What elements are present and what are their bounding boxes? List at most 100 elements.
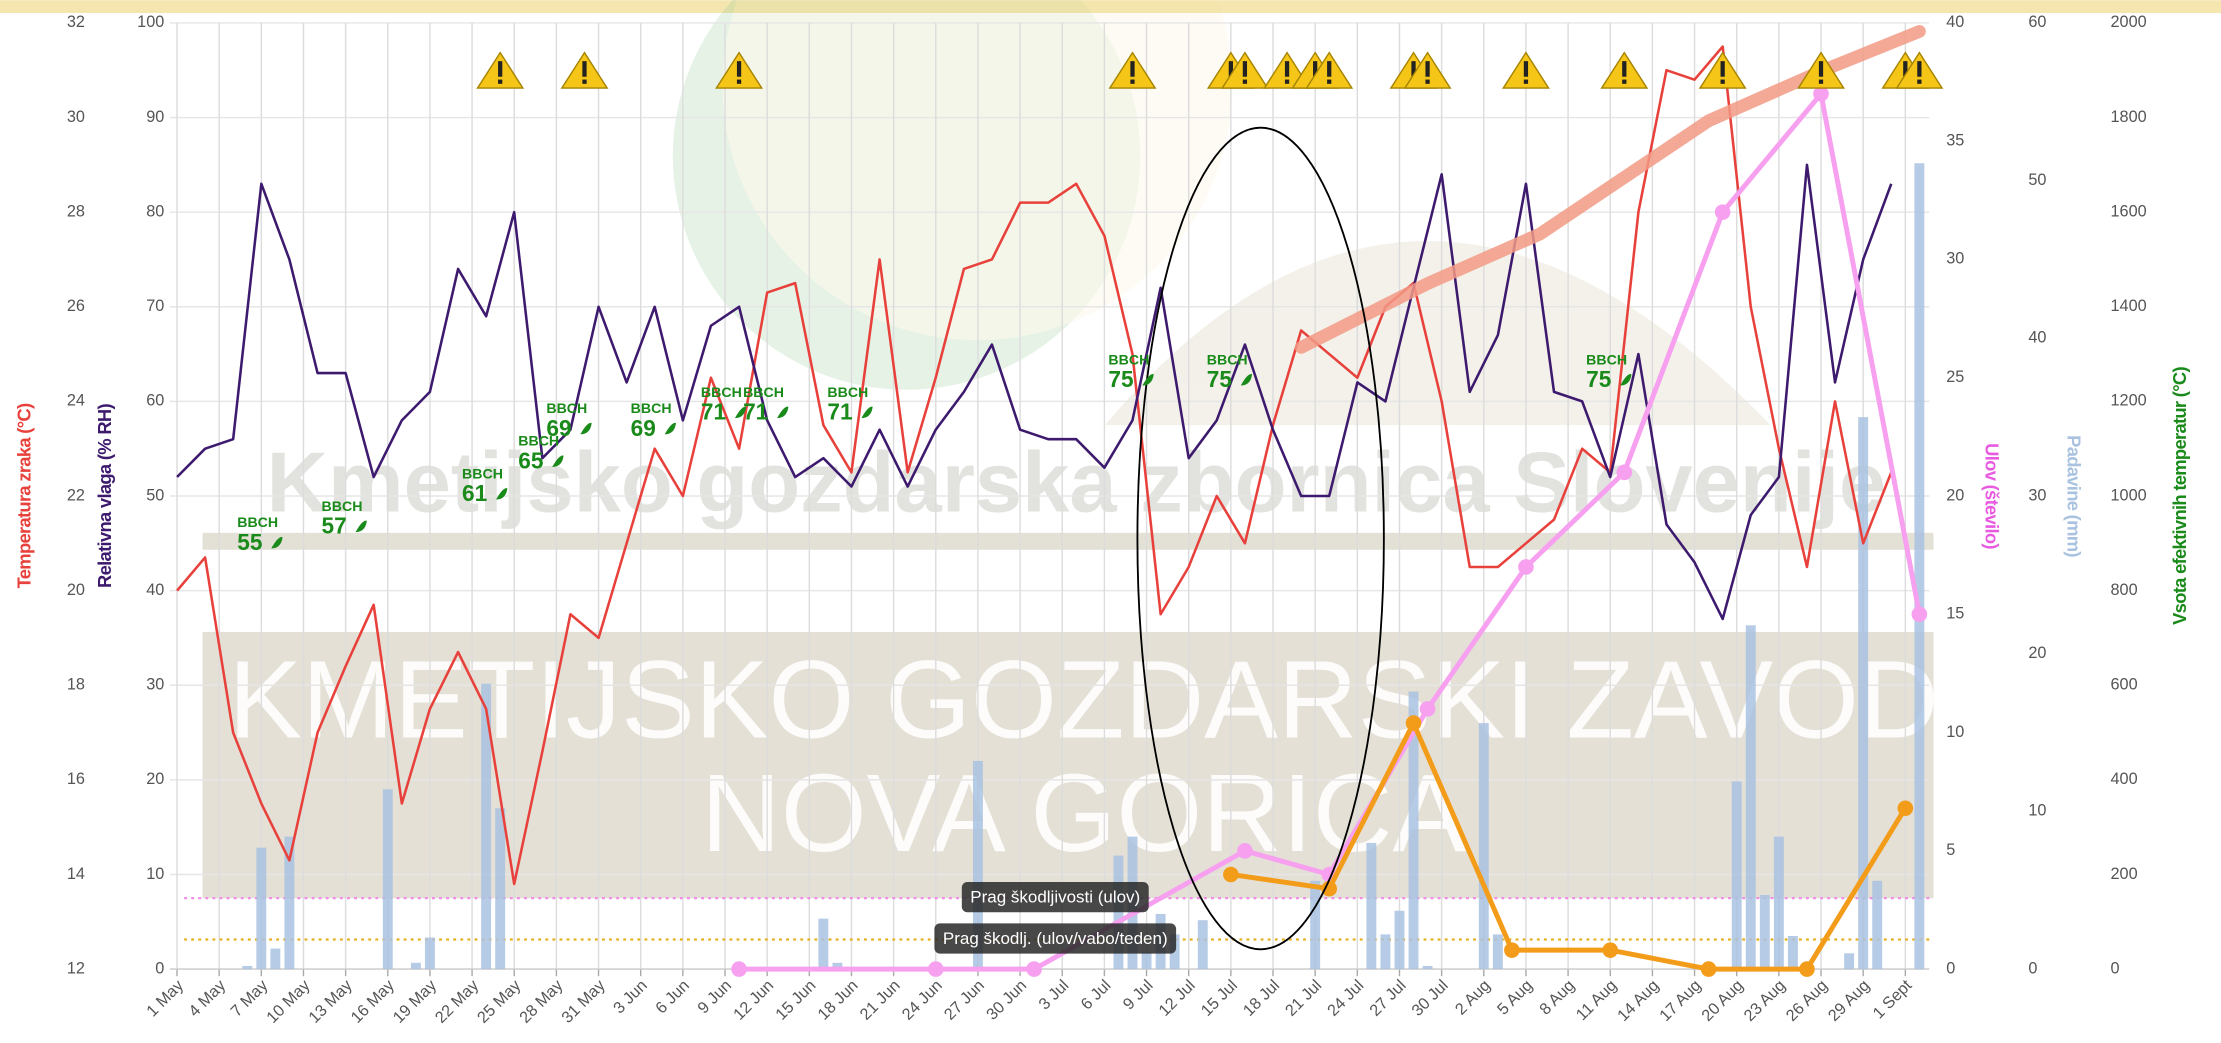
chart: Kmetijsko gozdarska zbornica Slovenije K… xyxy=(0,0,2221,1043)
warning-dot xyxy=(498,80,502,84)
y-tick-label: 800 xyxy=(2111,581,2138,599)
rain-bar xyxy=(1746,625,1756,969)
warning-bang xyxy=(1622,61,1626,77)
catch-point xyxy=(1715,204,1731,220)
y-tick-label: 1200 xyxy=(2111,392,2147,410)
y-tick-label: 32 xyxy=(67,13,85,31)
y-tick-label: 90 xyxy=(146,108,164,126)
threshold-label: Prag škodlj. (ulov/vabo/teden) xyxy=(934,923,1176,953)
y-tick-label: 70 xyxy=(146,297,164,315)
y-tick-label: 60 xyxy=(2028,13,2046,31)
rain-bar xyxy=(411,963,421,969)
catch-point xyxy=(1898,800,1914,816)
y-tick-label: 14 xyxy=(67,865,85,883)
y-tick-label: 10 xyxy=(146,865,164,883)
y-tick-label: 5 xyxy=(1946,841,1955,859)
bbch-stage: 75 xyxy=(1207,366,1232,392)
y-tick-label: 10 xyxy=(1946,723,1964,741)
y-tick-label: 1600 xyxy=(2111,202,2147,220)
axis-title: Relativna vlaga (% RH) xyxy=(94,403,115,587)
warning-bang xyxy=(1243,61,1247,77)
y-tick-label: 1800 xyxy=(2111,108,2147,126)
catch-point xyxy=(1420,701,1436,717)
y-tick-label: 80 xyxy=(146,202,164,220)
watermark-text: Kmetijsko gozdarska zbornica Slovenije xyxy=(267,435,1887,530)
warning-bang xyxy=(498,61,502,77)
bbch-stage: 65 xyxy=(518,447,543,473)
catch-point xyxy=(1026,961,1042,977)
catch-point xyxy=(1602,942,1618,958)
rain-bar xyxy=(1872,881,1882,969)
bbch-stage: 71 xyxy=(827,399,852,425)
rain-bar xyxy=(818,919,828,969)
y-tick-label: 20 xyxy=(146,770,164,788)
y-tick-label: 28 xyxy=(67,202,85,220)
catch-point xyxy=(1617,465,1633,481)
warning-dot xyxy=(737,80,741,84)
rain-bar xyxy=(1142,952,1152,969)
y-tick-label: 20 xyxy=(1946,486,1964,504)
axis-title: Temperatura zraka (°C) xyxy=(13,403,34,588)
y-tick-label: 20 xyxy=(2028,644,2046,662)
bbch-stage: 57 xyxy=(322,513,347,539)
y-tick-label: 2000 xyxy=(2111,13,2147,31)
rain-bar xyxy=(1198,920,1208,969)
bbch-stage: 69 xyxy=(631,415,656,441)
y-tick-label: 35 xyxy=(1946,131,1964,149)
y-tick-label: 40 xyxy=(146,581,164,599)
warning-bang xyxy=(1327,61,1331,77)
rain-bar xyxy=(1788,936,1798,969)
warning-bang xyxy=(737,61,741,77)
rain-bar xyxy=(1423,966,1433,969)
y-tick-label: 30 xyxy=(146,676,164,694)
y-tick-label: 30 xyxy=(1946,250,1964,268)
rain-bar xyxy=(256,848,266,969)
rain-bar xyxy=(1479,723,1489,969)
warning-dot xyxy=(582,80,586,84)
bbch-stage: 69 xyxy=(546,415,571,441)
y-tick-label: 18 xyxy=(67,676,85,694)
rain-bar xyxy=(1914,163,1924,969)
warning-dot xyxy=(1917,80,1921,84)
y-tick-label: 200 xyxy=(2111,865,2138,883)
y-tick-label: 100 xyxy=(137,13,164,31)
y-tick-label: 30 xyxy=(2028,486,2046,504)
y-tick-label: 40 xyxy=(1946,13,1964,31)
y-tick-label: 600 xyxy=(2111,676,2138,694)
rain-bar xyxy=(1310,881,1320,969)
bbch-stage: 55 xyxy=(237,529,262,555)
warning-bang xyxy=(1917,61,1921,77)
axis-title: Ulov (število) xyxy=(1981,443,2002,549)
catch-point xyxy=(1912,606,1928,622)
y-tick-label: 10 xyxy=(2028,802,2046,820)
rain-bar xyxy=(1774,837,1784,969)
bbch-stage: 61 xyxy=(462,480,487,506)
rain-bar xyxy=(1395,911,1405,969)
rain-bar xyxy=(1844,953,1854,969)
warning-dot xyxy=(1622,80,1626,84)
rain-bar xyxy=(1493,934,1503,969)
rain-bar xyxy=(1366,843,1376,969)
rain-bar xyxy=(242,966,252,969)
catch-point xyxy=(1237,843,1253,859)
threshold-label-text: Prag škodlj. (ulov/vabo/teden) xyxy=(943,929,1168,948)
rain-bar xyxy=(1380,934,1390,969)
warning-dot xyxy=(1285,80,1289,84)
y-tick-label: 0 xyxy=(1946,959,1955,977)
bbch-stage: 71 xyxy=(701,399,726,425)
warning-dot xyxy=(1425,80,1429,84)
y-tick-label: 1000 xyxy=(2111,486,2147,504)
rain-bar xyxy=(425,938,435,970)
rain-bar xyxy=(270,949,280,970)
warning-bang xyxy=(582,61,586,77)
y-tick-label: 0 xyxy=(155,959,164,977)
bbch-stage: 75 xyxy=(1108,366,1133,392)
warning-bang xyxy=(1524,61,1528,77)
threshold-label: Prag škodljivosti (ulov) xyxy=(962,882,1149,912)
y-tick-label: 16 xyxy=(67,770,85,788)
warning-dot xyxy=(1327,80,1331,84)
y-tick-label: 400 xyxy=(2111,770,2138,788)
y-tick-label: 40 xyxy=(2028,329,2046,347)
page: {"chart_data": { "type": "multi-axis", "… xyxy=(0,0,2221,1043)
warning-dot xyxy=(1524,80,1528,84)
